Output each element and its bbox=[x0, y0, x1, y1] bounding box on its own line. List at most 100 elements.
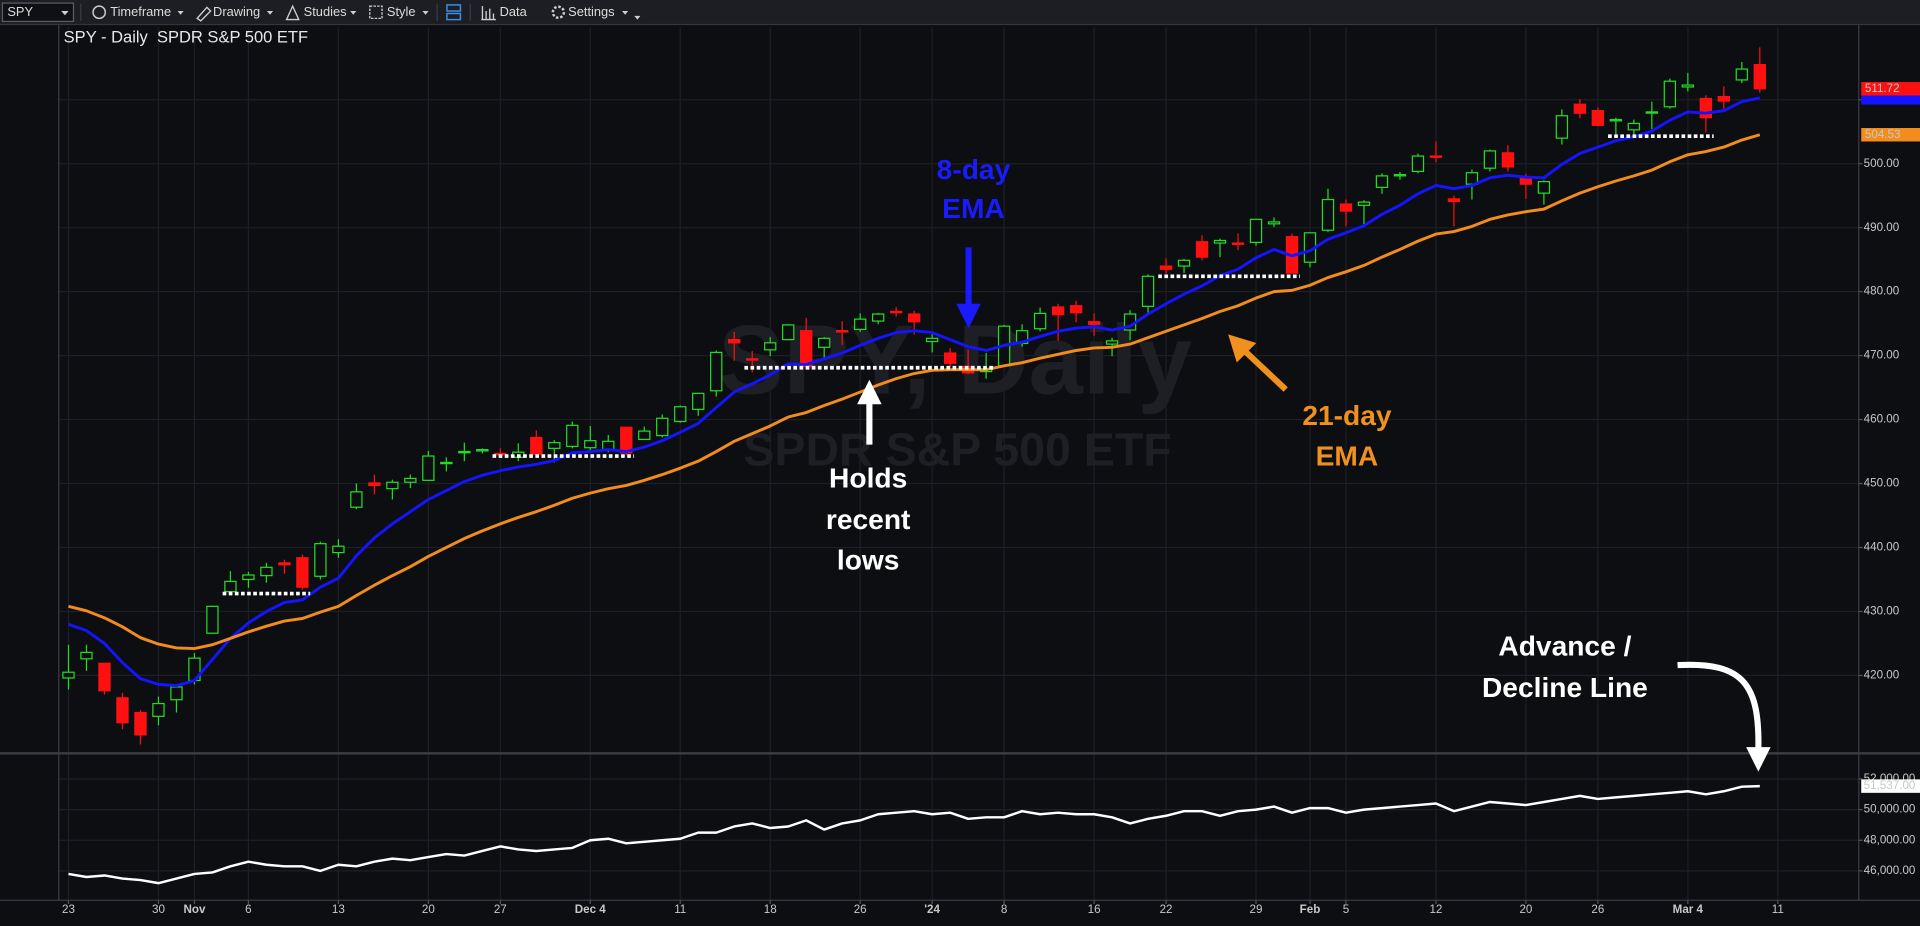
x-tick-label: 11 bbox=[1772, 903, 1784, 916]
candle-body bbox=[152, 702, 165, 717]
candle-body bbox=[764, 342, 777, 351]
annotation-8day: 8-day EMA bbox=[937, 154, 1011, 329]
x-tick-label: Feb bbox=[1300, 903, 1321, 916]
candle-body bbox=[386, 481, 399, 490]
dropdown-icon bbox=[61, 11, 69, 16]
candle-body bbox=[80, 651, 93, 660]
candle-body bbox=[548, 441, 561, 449]
toolbar-item[interactable]: Settings bbox=[568, 4, 614, 19]
candle-body bbox=[1681, 84, 1695, 88]
data-icon bbox=[481, 6, 496, 21]
dropdown-icon bbox=[622, 11, 629, 15]
dropdown-icon bbox=[266, 11, 274, 15]
candle-body bbox=[1051, 306, 1065, 316]
watermark: SPY, Daily SPDR S&P 500 ETF bbox=[718, 304, 1192, 475]
y-tick-label: 46,000.00 bbox=[1864, 864, 1916, 877]
arrow bbox=[1677, 661, 1762, 750]
price-tag: 51,537.00 bbox=[1864, 779, 1916, 792]
candle-body bbox=[458, 450, 471, 454]
symbol-box[interactable] bbox=[1, 2, 75, 23]
y-tick-label: 50,000.00 bbox=[1864, 803, 1916, 816]
toolbar-item[interactable]: Style bbox=[387, 4, 416, 19]
candle-body bbox=[224, 580, 237, 593]
candle-body bbox=[422, 455, 435, 481]
candle-body bbox=[1699, 97, 1713, 119]
candle-body bbox=[835, 330, 849, 333]
candle-body bbox=[584, 440, 597, 449]
style-icon bbox=[369, 5, 383, 20]
candle-body bbox=[871, 313, 885, 322]
symbol-input[interactable]: SPY bbox=[7, 4, 33, 19]
y-tick-label: 420.00 bbox=[1864, 668, 1900, 681]
x-tick-label: 23 bbox=[62, 903, 75, 916]
candle-body bbox=[1411, 155, 1425, 173]
candle-body bbox=[1591, 110, 1605, 126]
x-tick-label: 8 bbox=[1001, 903, 1007, 916]
candle-body bbox=[728, 339, 741, 344]
toolbar-item[interactable]: Studies bbox=[304, 4, 347, 19]
candle-body bbox=[1519, 177, 1533, 185]
candle-body bbox=[1339, 203, 1353, 212]
candle-body bbox=[638, 430, 651, 441]
candle-body bbox=[1501, 152, 1515, 168]
candle-body bbox=[1195, 241, 1209, 258]
arrow-head bbox=[1746, 747, 1771, 772]
candle-body bbox=[1375, 175, 1389, 188]
candle-body bbox=[692, 392, 705, 410]
candle-body bbox=[476, 449, 489, 452]
toolbar-item[interactable]: Drawing bbox=[213, 4, 260, 19]
annotation-text: 21-day bbox=[1302, 400, 1392, 431]
candle-body bbox=[1105, 340, 1119, 345]
x-tick-label: 22 bbox=[1160, 903, 1173, 916]
x-tick-label: 13 bbox=[332, 903, 345, 916]
y-tick-label: 430.00 bbox=[1864, 605, 1900, 618]
candle-body bbox=[674, 406, 687, 423]
x-tick-label: Dec 4 bbox=[575, 903, 607, 916]
y-tick-label: 440.00 bbox=[1864, 541, 1900, 554]
studies-icon bbox=[285, 4, 300, 21]
candle-body bbox=[1753, 63, 1767, 90]
candle-body bbox=[1735, 68, 1749, 81]
toolbar-item[interactable]: Data bbox=[500, 4, 528, 19]
arrow bbox=[1241, 348, 1288, 392]
candle-body bbox=[134, 711, 147, 736]
annotation-21day: 21-day EMA bbox=[1228, 334, 1392, 472]
arrow-head bbox=[1228, 334, 1257, 363]
candle-body bbox=[1645, 111, 1659, 114]
annotation-text: Decline Line bbox=[1482, 672, 1648, 703]
candle-body bbox=[1447, 198, 1461, 203]
layout-icon[interactable] bbox=[446, 12, 462, 21]
x-tick-label: 11 bbox=[674, 903, 686, 916]
candle-body bbox=[206, 605, 219, 634]
toolbar-item[interactable]: Timeframe bbox=[110, 4, 171, 19]
candle-body bbox=[800, 330, 813, 368]
x-tick-label: 26 bbox=[854, 903, 867, 916]
candle-body bbox=[1033, 312, 1047, 330]
candle-body bbox=[1393, 173, 1407, 177]
x-tick-label: 30 bbox=[152, 903, 165, 916]
annotation-text: 8-day bbox=[937, 154, 1011, 185]
candle-body bbox=[1663, 80, 1677, 108]
x-tick-label: 6 bbox=[245, 903, 251, 916]
candle-body bbox=[1159, 265, 1173, 270]
y-tick-label: 48,000.00 bbox=[1864, 833, 1916, 846]
y-tick-label: 450.00 bbox=[1864, 477, 1900, 490]
layout-icon[interactable] bbox=[446, 4, 462, 12]
x-tick-label: 20 bbox=[1519, 903, 1532, 916]
candle-body bbox=[404, 477, 417, 483]
candle-body bbox=[296, 557, 309, 588]
candle-body bbox=[332, 545, 345, 554]
x-tick-label: 27 bbox=[494, 903, 507, 916]
arrow-head bbox=[956, 303, 981, 329]
annotation-holds: Holds recent lows bbox=[826, 379, 911, 576]
ema-line bbox=[68, 133, 1761, 651]
y-tick-label: 480.00 bbox=[1864, 285, 1900, 298]
ad-line bbox=[68, 784, 1760, 885]
price-tag-bg bbox=[1861, 128, 1920, 142]
candle-body bbox=[278, 562, 291, 566]
y-tick-label: 470.00 bbox=[1864, 349, 1900, 362]
candle-body bbox=[1321, 198, 1335, 231]
